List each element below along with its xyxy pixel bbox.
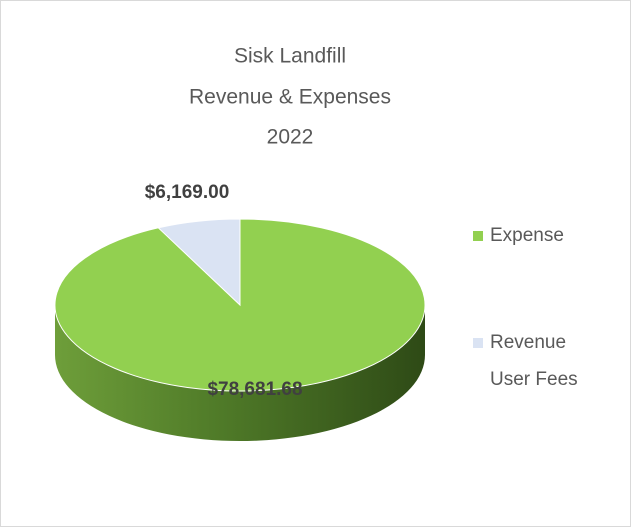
- data-label: $6,169.00: [145, 182, 230, 203]
- legend-label: Revenue User Fees: [490, 332, 578, 390]
- chart-title: Revenue & Expenses: [189, 86, 391, 109]
- legend-swatch: [473, 338, 483, 348]
- legend-swatch: [473, 231, 483, 241]
- data-label: $78,681.68: [207, 379, 302, 400]
- pie-side: [55, 305, 425, 441]
- pie-slice: [157, 218, 241, 307]
- chart-title: Sisk Landfill: [234, 45, 346, 68]
- chart-title: 2022: [267, 126, 314, 149]
- legend-label: Expense: [490, 225, 564, 246]
